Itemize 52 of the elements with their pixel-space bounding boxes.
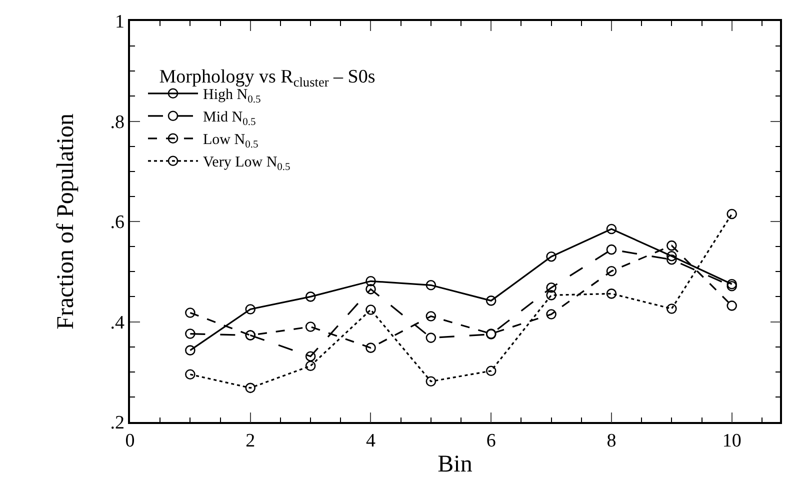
y-tick-label: .4 (110, 312, 125, 334)
point (606, 244, 617, 255)
point (606, 224, 617, 234)
point (426, 332, 436, 343)
point (245, 304, 256, 314)
point (366, 304, 376, 315)
point (426, 280, 436, 290)
point (185, 328, 196, 339)
y-axis-title: Fraction of Population (52, 114, 79, 330)
point (726, 300, 737, 311)
point (546, 282, 556, 293)
legend-label: Mid N$_{0.5}$ (203, 110, 256, 128)
point (666, 304, 677, 314)
point (245, 382, 256, 394)
point (366, 342, 376, 353)
text: Morphology vs R$_{cluster}$ – S0s (159, 66, 376, 90)
point (486, 366, 496, 376)
point (666, 250, 677, 262)
y-tick-label: 1 (114, 12, 124, 33)
point (366, 276, 376, 286)
point (305, 351, 316, 362)
point (426, 376, 436, 387)
point (366, 284, 376, 294)
point (666, 254, 677, 265)
y-tick-label: .2 (110, 412, 124, 434)
x-axis-title: Bin (438, 451, 472, 478)
point (185, 308, 196, 318)
point (546, 309, 556, 320)
y-tick-label: .6 (110, 212, 124, 234)
point (426, 311, 436, 322)
y-tick-label: .8 (110, 112, 124, 133)
point (726, 208, 737, 220)
point (305, 292, 316, 302)
x-tick-label: 4 (366, 430, 376, 452)
point (185, 345, 196, 356)
x-tick-label: 0 (125, 430, 135, 452)
point (305, 322, 316, 332)
point (666, 240, 677, 251)
x-tick-label: 6 (486, 430, 496, 452)
point (606, 266, 617, 276)
legend-label: Very Low N$_{0.5}$ (203, 154, 290, 173)
legend-label: Low N$_{0.5}$ (203, 132, 258, 150)
point (546, 290, 556, 300)
x-tick-label: 2 (246, 430, 256, 452)
legend-label: High N$_{0.5}$ (203, 87, 261, 106)
point (546, 251, 556, 262)
point (305, 360, 316, 372)
point (606, 288, 617, 299)
point (185, 369, 196, 380)
x-tick-label: 8 (606, 430, 616, 452)
point (486, 296, 496, 306)
x-tick-label: 10 (722, 430, 742, 452)
